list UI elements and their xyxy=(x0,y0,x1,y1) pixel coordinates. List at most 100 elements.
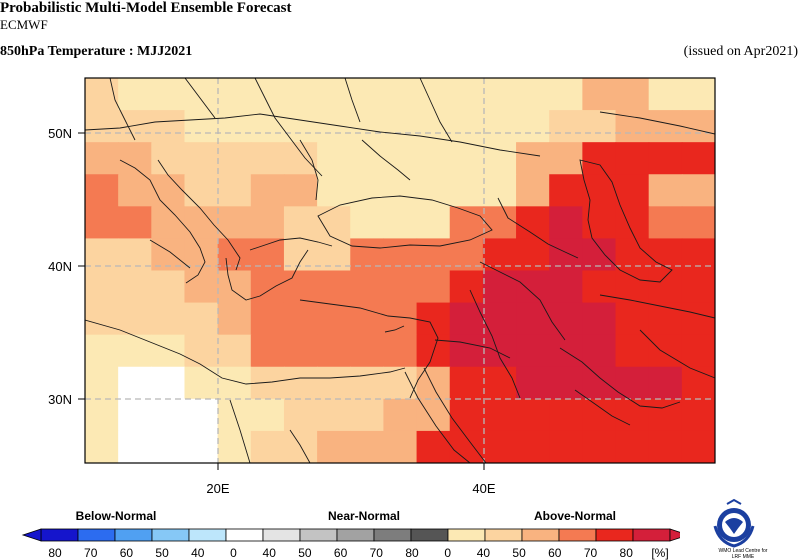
probability-cell xyxy=(549,270,583,304)
probability-cell xyxy=(85,398,119,432)
logo-caption-line1: WMO Lead Centre for xyxy=(718,548,768,554)
probability-cell xyxy=(449,398,484,432)
probability-cell xyxy=(350,430,385,463)
probability-cell xyxy=(118,142,152,175)
above-normal-label: Above-Normal xyxy=(533,509,617,523)
colorbar-swatch xyxy=(484,528,523,542)
colorbar-tick-label: 0 xyxy=(444,546,451,560)
colorbar-swatch xyxy=(188,528,227,542)
probability-cell xyxy=(85,366,119,400)
probability-cell xyxy=(118,430,152,463)
probability-cell xyxy=(681,206,715,240)
probability-cell xyxy=(317,78,351,111)
probability-cell xyxy=(184,302,219,336)
logo-caption-line2: LRF MME xyxy=(731,554,755,560)
probability-cell xyxy=(449,174,484,207)
colorbar-swatch xyxy=(558,528,597,542)
probability-cell xyxy=(416,78,451,111)
probability-cell xyxy=(681,302,715,336)
probability-cell xyxy=(151,430,186,463)
probability-cell xyxy=(416,142,451,175)
probability-cell xyxy=(681,270,715,304)
probability-cell xyxy=(350,398,385,432)
probability-cell xyxy=(516,430,550,463)
colorbar-swatch xyxy=(373,528,412,542)
probability-cell xyxy=(482,366,517,400)
probability-cell xyxy=(283,142,318,175)
probability-cell xyxy=(681,430,715,463)
colorbar-tick-label: 70 xyxy=(584,546,598,560)
probability-cell xyxy=(582,366,617,400)
probability-cell xyxy=(151,270,186,304)
probability-cell xyxy=(582,270,617,304)
probability-cell xyxy=(615,366,650,400)
chart-title: Probabilistic Multi-Model Ensemble Forec… xyxy=(0,0,292,16)
colorbar-right-arrow xyxy=(669,528,680,542)
colorbar-tick-label: 50 xyxy=(512,546,526,560)
probability-cell xyxy=(383,270,418,304)
probability-cell xyxy=(615,430,650,463)
probability-cell xyxy=(681,142,715,175)
colorbar-swatch xyxy=(632,528,671,542)
colorbar-tick-label: 60 xyxy=(548,546,562,560)
probability-cell xyxy=(184,78,219,111)
probability-cell xyxy=(250,270,285,304)
probability-cell xyxy=(549,206,583,240)
probability-cell xyxy=(217,430,252,463)
probability-cell xyxy=(350,110,385,143)
probability-cell xyxy=(482,78,517,111)
probability-cell xyxy=(118,174,152,207)
probability-cell xyxy=(85,302,119,336)
probability-cell xyxy=(118,398,152,432)
latitude-labels: 50N 40N 30N xyxy=(48,126,85,407)
probability-cell xyxy=(449,366,484,400)
probability-cell xyxy=(383,142,418,175)
colorbar-tick-label: 80 xyxy=(620,546,634,560)
probability-cell xyxy=(549,174,583,207)
probability-cell xyxy=(549,142,583,175)
probability-cell xyxy=(449,206,484,240)
probability-cell xyxy=(383,366,418,400)
probability-cell xyxy=(118,302,152,336)
probability-cell xyxy=(449,334,484,368)
probability-cell xyxy=(250,142,285,175)
probability-cell xyxy=(250,302,285,336)
probability-cell xyxy=(217,206,252,240)
probability-cell xyxy=(516,270,550,304)
probability-cell xyxy=(648,142,683,175)
colorbar-swatch xyxy=(521,528,560,542)
probability-cell xyxy=(250,334,285,368)
probability-cell xyxy=(648,366,683,400)
probability-cell xyxy=(516,78,550,111)
probability-cell xyxy=(482,142,517,175)
probability-cell xyxy=(250,430,285,463)
probability-cell xyxy=(615,174,650,207)
probability-cell xyxy=(549,366,583,400)
probability-cell xyxy=(350,206,385,240)
probability-cell xyxy=(516,110,550,143)
probability-cell xyxy=(118,366,152,400)
colorbar-tick-label: 60 xyxy=(334,546,348,560)
colorbar-tick-label: 80 xyxy=(48,546,62,560)
probability-cell xyxy=(416,302,451,336)
forecast-map: 50N 40N 30N 20E 40E xyxy=(48,77,716,496)
latitude-label: 50N xyxy=(48,126,72,141)
colorbar-swatch xyxy=(40,528,79,542)
probability-cell xyxy=(217,366,252,400)
probability-cell xyxy=(416,238,451,272)
probability-cell xyxy=(582,430,617,463)
probability-cell xyxy=(283,206,318,240)
probability-cell xyxy=(582,206,617,240)
colorbar-swatch xyxy=(151,528,190,542)
colorbar-swatch xyxy=(114,528,153,542)
probability-cell xyxy=(151,174,186,207)
probability-cell xyxy=(648,398,683,432)
probability-cell xyxy=(582,334,617,368)
probability-cell xyxy=(184,174,219,207)
colorbar-swatch xyxy=(410,528,449,542)
probability-cell xyxy=(283,78,318,111)
probability-cell xyxy=(85,174,119,207)
probability-cell xyxy=(582,142,617,175)
probability-cell xyxy=(482,206,517,240)
probability-cell xyxy=(151,142,186,175)
